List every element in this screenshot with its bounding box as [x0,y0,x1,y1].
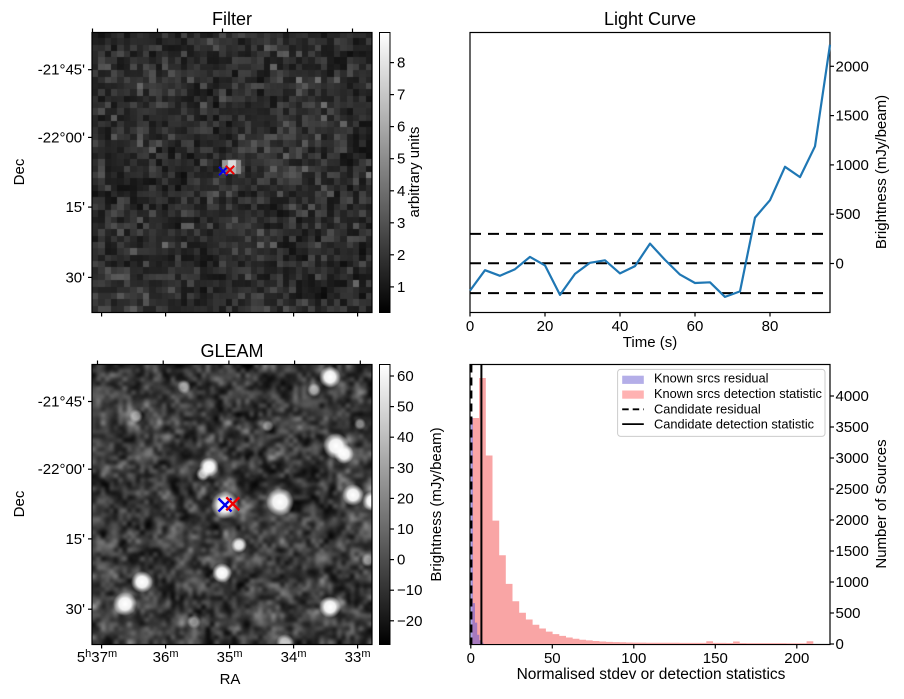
svg-text:6: 6 [397,119,405,136]
svg-text:36m: 36m [153,648,179,666]
svg-text:1000: 1000 [836,574,869,591]
svg-text:1500: 1500 [836,543,869,560]
svg-text:3000: 3000 [836,450,869,467]
svg-text:Brightness (mJy/beam): Brightness (mJy/beam) [428,427,445,581]
svg-text:500: 500 [836,206,861,223]
svg-text:-22°00': -22°00' [38,461,85,478]
svg-text:2: 2 [397,247,405,264]
svg-text:4: 4 [397,183,405,200]
svg-text:Dec: Dec [11,490,28,517]
svg-text:50: 50 [544,650,561,667]
svg-text:40: 40 [397,429,414,446]
svg-text:5: 5 [397,151,405,168]
svg-text:0: 0 [466,318,474,335]
svg-text:100: 100 [621,650,646,667]
svg-text:500: 500 [836,605,861,622]
svg-text:80: 80 [762,318,779,335]
svg-text:10: 10 [397,521,414,538]
svg-text:−10: −10 [397,582,422,599]
svg-text:35m: 35m [217,648,243,666]
svg-text:-22°00': -22°00' [38,129,85,146]
svg-text:Brightness (mJy/beam): Brightness (mJy/beam) [873,95,890,249]
svg-text:0: 0 [467,650,475,667]
svg-text:−20: −20 [397,613,422,630]
svg-text:8: 8 [397,55,405,72]
svg-text:Filter: Filter [212,9,252,29]
svg-text:20: 20 [397,490,414,507]
svg-text:150: 150 [703,650,728,667]
svg-text:Light Curve: Light Curve [604,9,696,29]
svg-text:1500: 1500 [836,108,869,125]
svg-text:1: 1 [397,279,405,296]
svg-text:7: 7 [397,87,405,104]
svg-text:Known srcs residual: Known srcs residual [654,371,769,386]
svg-text:34m: 34m [281,648,307,666]
svg-text:30: 30 [397,460,414,477]
svg-text:3: 3 [397,215,405,232]
svg-text:4000: 4000 [836,388,869,405]
svg-text:60: 60 [397,368,414,385]
svg-text:30': 30' [65,601,85,618]
svg-text:Time (s): Time (s) [623,334,677,351]
svg-text:arbitrary units: arbitrary units [406,127,423,218]
svg-text:0: 0 [836,636,844,653]
svg-text:-21°45': -21°45' [38,394,85,411]
svg-text:1000: 1000 [836,157,869,174]
svg-text:40: 40 [612,318,629,335]
svg-text:200: 200 [784,650,809,667]
svg-text:Known srcs detection statistic: Known srcs detection statistic [654,386,822,401]
svg-text:20: 20 [537,318,554,335]
svg-text:2000: 2000 [836,512,869,529]
svg-text:0: 0 [836,256,844,273]
svg-text:Dec: Dec [11,158,28,185]
svg-text:3500: 3500 [836,419,869,436]
svg-text:5h37m: 5h37m [77,648,117,666]
svg-text:2500: 2500 [836,481,869,498]
svg-text:Candidate residual: Candidate residual [654,401,761,416]
svg-text:GLEAM: GLEAM [200,341,263,361]
svg-text:Normalised stdev or detection: Normalised stdev or detection statistics [517,666,786,683]
svg-text:Number of Sources: Number of Sources [873,439,890,568]
svg-text:30': 30' [65,269,85,286]
svg-text:60: 60 [687,318,704,335]
svg-text:33m: 33m [345,648,371,666]
svg-text:-21°45': -21°45' [38,62,85,79]
svg-text:RA: RA [220,671,241,688]
svg-text:0: 0 [397,552,405,569]
svg-text:50: 50 [397,399,414,416]
svg-text:15': 15' [65,531,85,548]
svg-text:15': 15' [65,199,85,216]
svg-text:Candidate detection statistic: Candidate detection statistic [654,417,815,432]
svg-text:2000: 2000 [836,58,869,75]
